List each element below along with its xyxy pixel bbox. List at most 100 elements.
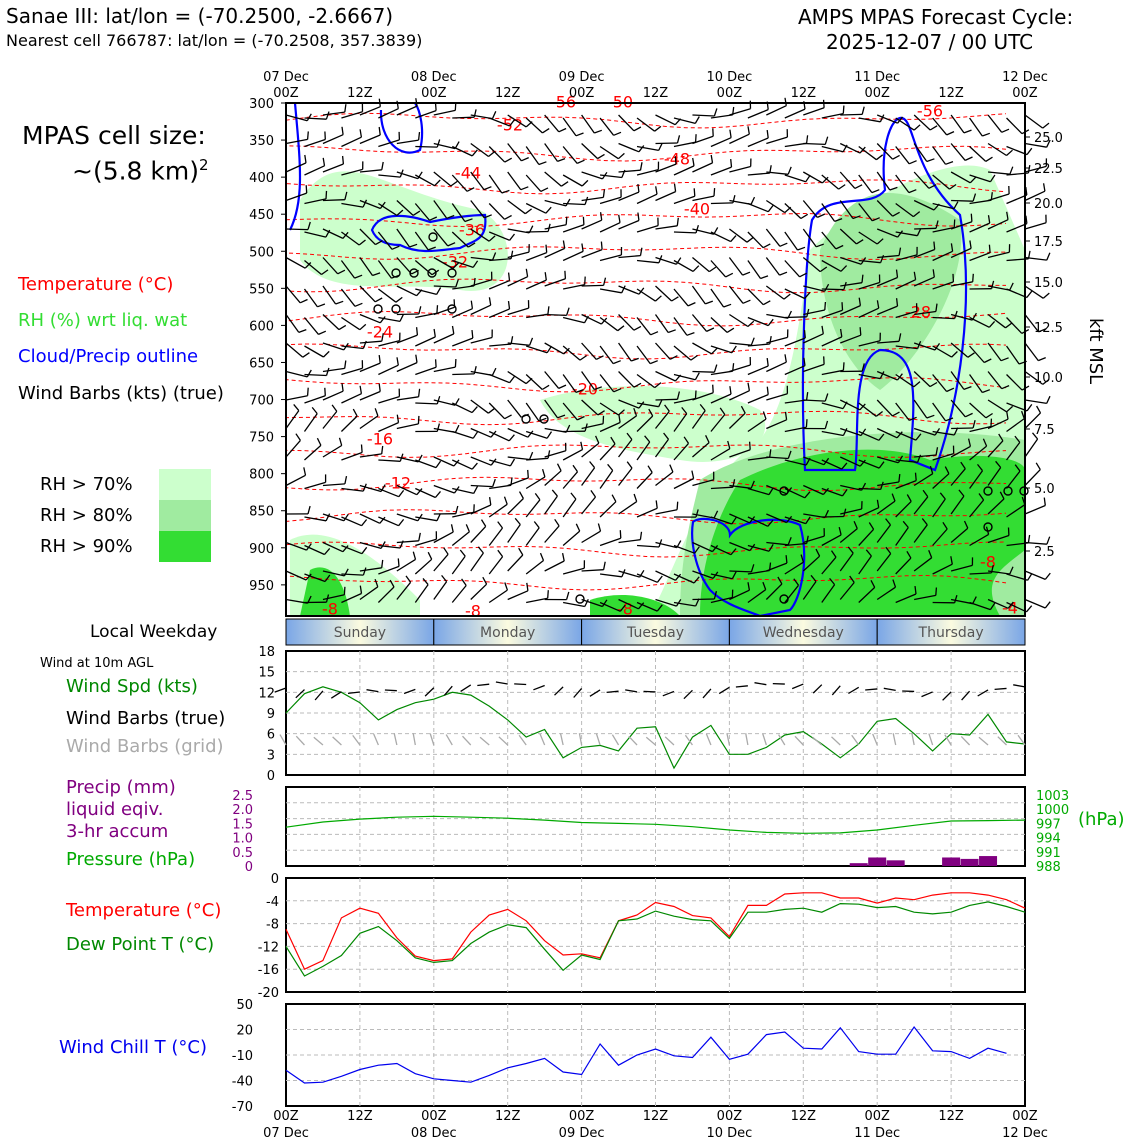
wind-barb <box>452 485 479 495</box>
temp-tick-label: -16 <box>258 963 279 978</box>
wind-barb <box>895 228 922 237</box>
wind-barb-shaft <box>322 541 344 553</box>
wind-barb <box>747 165 772 176</box>
wind-barb <box>304 111 330 120</box>
wind-barb <box>950 489 965 515</box>
wind-barb <box>636 255 663 264</box>
wind-barb <box>858 300 880 319</box>
wind-barb-flag <box>1014 435 1021 443</box>
wind-barb-shaft <box>803 285 825 292</box>
wind-barb <box>821 302 844 319</box>
wind-barb-flag <box>861 106 865 115</box>
wind-barb-shaft <box>932 430 955 436</box>
wind-barb-shaft <box>747 343 770 347</box>
wind-barb-shaft <box>895 430 917 441</box>
wind-barb <box>932 146 954 165</box>
wind-barb <box>858 522 875 546</box>
wind-barb-shaft <box>1024 598 1046 609</box>
wind-barb-flag <box>335 300 344 305</box>
wind-barb-flag <box>434 490 441 498</box>
wind-barb <box>489 336 514 347</box>
wind-barb-flag <box>396 209 404 216</box>
wind-barb-flag <box>306 369 312 378</box>
wind-barb-shaft <box>414 203 430 221</box>
wind-barb-flag <box>970 213 973 222</box>
wind-barb-flag <box>509 458 516 467</box>
wind-barb-shaft <box>507 498 524 515</box>
wind-barb <box>710 407 726 432</box>
wind-barb-shaft <box>396 139 419 145</box>
wind-barb <box>766 385 789 401</box>
wind-barb <box>581 342 604 360</box>
top-hour-label: 00Z <box>1012 86 1038 101</box>
pressure-tick-label: 700 <box>249 394 274 409</box>
wind-barb-shaft <box>987 467 1002 486</box>
wind-barb-shaft <box>821 336 843 347</box>
wind-barb-flag <box>354 274 363 279</box>
wind-barb-shaft <box>414 260 433 276</box>
wind-barb <box>951 420 976 430</box>
wind-barb-flag <box>892 211 900 217</box>
wind-barb <box>673 372 700 381</box>
wind-barb-shaft <box>913 342 936 351</box>
wind-barb-flag <box>853 521 858 529</box>
wind-barb <box>377 231 400 250</box>
wind-barb <box>618 285 645 295</box>
wind-barb-shaft <box>285 474 306 487</box>
wind-barb-shaft <box>470 484 493 488</box>
wind-barb-flag <box>967 438 972 447</box>
wind-barb-shaft <box>895 345 918 350</box>
wind-barb-shaft <box>840 508 862 515</box>
wind-barb-shaft <box>876 427 898 439</box>
wind-barb-flag <box>467 242 476 248</box>
wind-barb <box>747 516 774 527</box>
wind-barb <box>470 111 497 120</box>
wind-barb-flag <box>879 371 885 379</box>
wind-barb <box>784 554 805 575</box>
legend-rh: RH (%) wrt liq. wat <box>18 310 188 331</box>
wind-barb-flag <box>1043 497 1046 506</box>
wind-barb-flag <box>929 125 938 131</box>
top-hour-label: 12Z <box>791 86 817 101</box>
wind-barb-flag <box>747 320 755 327</box>
wind-barb-shaft <box>433 399 456 406</box>
wind-barb <box>784 392 809 404</box>
wind-barb-flag <box>396 414 400 423</box>
pressure-line <box>285 815 1026 834</box>
wind-barb-shaft <box>285 395 308 401</box>
wind-barb <box>415 396 441 405</box>
wind-barb <box>821 203 843 223</box>
wind-barb <box>876 399 900 417</box>
wind-barb <box>1024 570 1051 581</box>
wind-barb <box>618 399 645 409</box>
wind-barb-flag <box>1042 292 1050 299</box>
wind-barb-flag <box>762 411 767 420</box>
wind-barb-flag <box>950 243 954 252</box>
weekday-name: Tuesday <box>626 625 684 641</box>
wind-barb-shaft <box>895 402 910 421</box>
wind-barb-shaft <box>932 402 947 422</box>
grid-wind-barb <box>332 736 342 746</box>
wind-barb-shaft <box>765 257 781 276</box>
wind-barb-shaft <box>285 314 300 333</box>
grid-wind-barb <box>445 734 453 746</box>
wind-barb-shaft <box>378 544 401 549</box>
true-wind-barb <box>718 686 730 695</box>
wind-barb <box>488 272 511 290</box>
wind-barb <box>470 367 497 376</box>
wind-barb <box>599 374 622 393</box>
wind-barb-flag <box>455 505 459 514</box>
wind-barb <box>932 556 953 575</box>
wind-barb-shaft <box>691 410 706 429</box>
wind-barb <box>304 387 326 404</box>
wind-barb-shaft <box>396 558 416 572</box>
wind-barb-shaft <box>544 371 560 389</box>
wind-barb <box>729 228 754 243</box>
wind-barb <box>488 402 512 420</box>
wind-chill-line <box>285 1025 1007 1084</box>
wind-barb-shaft <box>840 256 862 265</box>
wind-barb-flag <box>594 386 603 391</box>
wind-barb-shaft <box>655 191 676 202</box>
wind-barb-flag <box>766 386 769 395</box>
wind-barb-flag <box>1006 405 1014 413</box>
